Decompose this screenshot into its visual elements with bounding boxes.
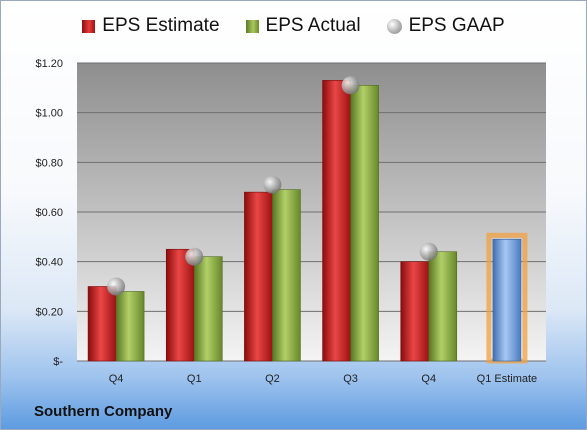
x-tick-label: Q1 Estimate xyxy=(477,373,538,385)
y-tick-label: $0.40 xyxy=(35,257,63,269)
company-name: Southern Company xyxy=(34,403,173,420)
y-tick-label: $0.60 xyxy=(35,207,63,219)
eps-actual-bar xyxy=(193,256,223,362)
eps-gaap-marker xyxy=(341,76,360,95)
eps-actual-bar xyxy=(428,251,458,362)
eps-estimate-bar xyxy=(400,261,430,362)
eps-actual-bar xyxy=(350,85,379,362)
x-tick-label: Q4 xyxy=(109,373,124,385)
x-tick-label: Q1 xyxy=(187,373,202,385)
eps-estimate-bar xyxy=(87,286,117,362)
q1-estimate-bar xyxy=(492,239,522,362)
legend-item-estimate: EPS Estimate xyxy=(82,15,220,37)
y-tick-label: $0.20 xyxy=(35,306,63,318)
y-tick-label: $- xyxy=(53,356,63,368)
legend-item-actual: EPS Actual xyxy=(245,15,361,37)
eps-estimate-bar xyxy=(244,191,273,362)
legend-item-gaap: EPS GAAP xyxy=(386,15,505,37)
eps-estimate-bar xyxy=(165,248,195,362)
legend-label-estimate: EPS Estimate xyxy=(102,15,220,36)
eps-estimate-bar xyxy=(322,80,351,362)
estimate-swatch xyxy=(82,19,96,33)
legend: EPS Estimate EPS Actual EPS GAAP xyxy=(1,15,586,37)
y-tick-label: $1.00 xyxy=(35,108,63,120)
x-tick-label: Q3 xyxy=(343,373,358,385)
eps-actual-bar xyxy=(272,189,301,362)
x-tick-label: Q2 xyxy=(265,373,280,385)
legend-label-gaap: EPS GAAP xyxy=(408,15,505,36)
eps-gaap-marker xyxy=(107,277,126,296)
x-tick-label: Q4 xyxy=(421,373,436,385)
eps-actual-bar xyxy=(115,291,145,362)
y-tick-label: $0.80 xyxy=(35,157,63,169)
eps-gaap-marker xyxy=(419,242,438,261)
gaap-swatch xyxy=(386,18,402,34)
actual-swatch xyxy=(245,19,259,33)
eps-gaap-marker xyxy=(263,175,282,194)
legend-label-actual: EPS Actual xyxy=(265,15,361,36)
y-tick-label: $1.20 xyxy=(35,58,63,70)
eps-gaap-marker xyxy=(185,247,204,266)
